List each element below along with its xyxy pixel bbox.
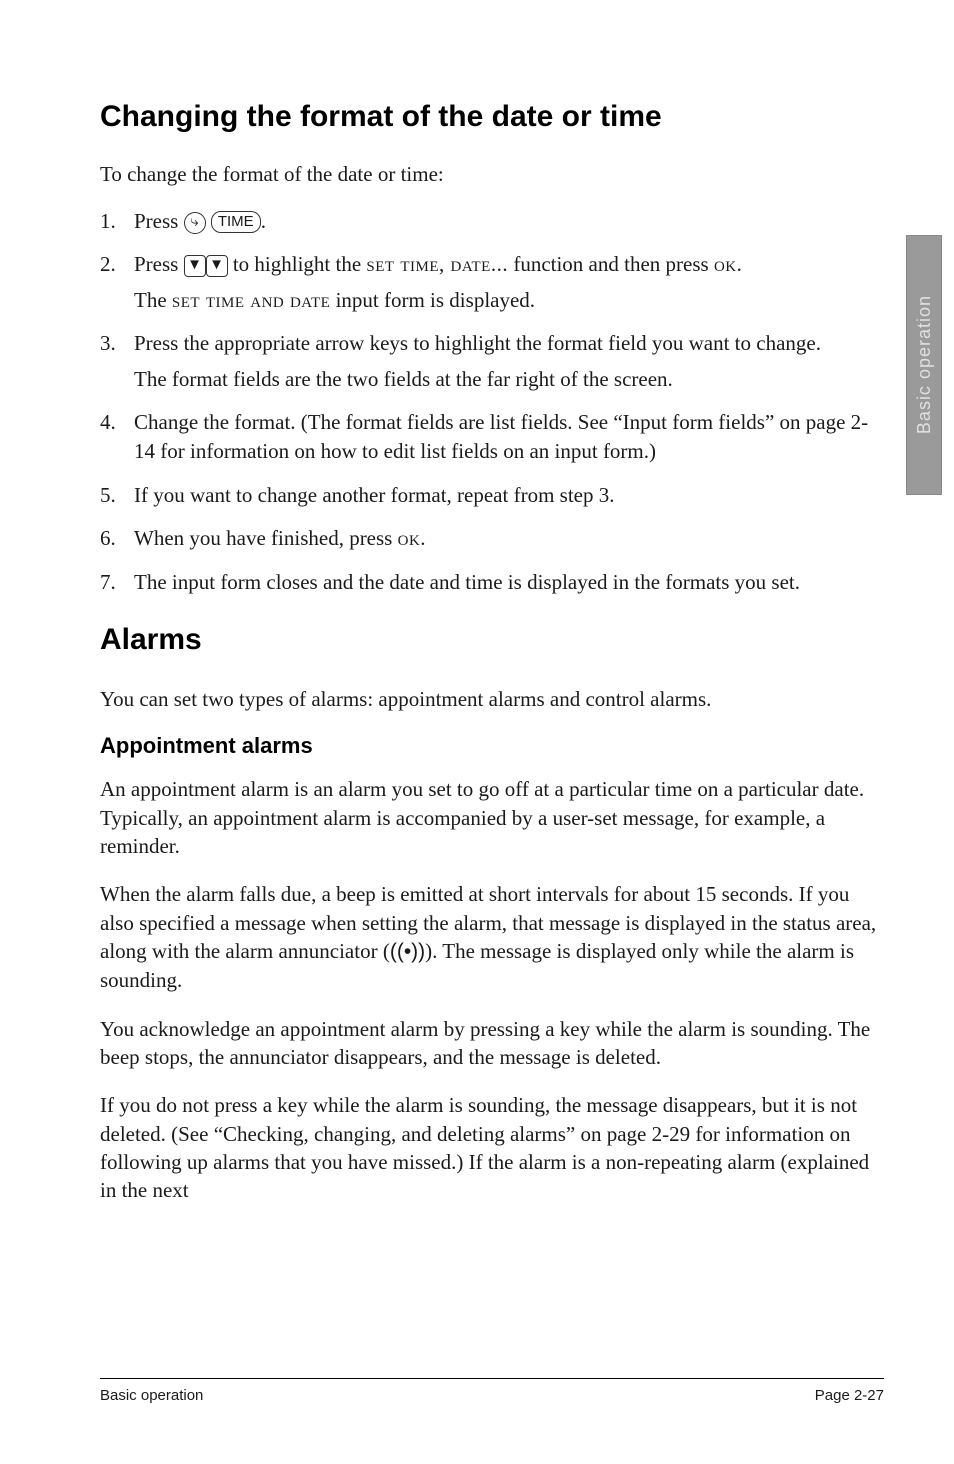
footer-left: Basic operation bbox=[100, 1387, 203, 1404]
step-4-text: Change the format. (The format fields ar… bbox=[134, 410, 868, 463]
step-2-suffix: . bbox=[737, 252, 742, 276]
appt-p1: An appointment alarm is an alarm you set… bbox=[100, 775, 884, 860]
step-4: Change the format. (The format fields ar… bbox=[100, 408, 884, 467]
steps-list: Press ⤷ TIME. Press ▼▼ to highlight the … bbox=[100, 207, 884, 597]
heading-changing-format: Changing the format of the date or time bbox=[100, 100, 884, 134]
step-5-text: If you want to change another format, re… bbox=[134, 483, 615, 507]
appt-p2: When the alarm falls due, a beep is emit… bbox=[100, 880, 884, 994]
step-2-mid1: to highlight the bbox=[228, 252, 367, 276]
page-footer: Basic operation Page 2-27 bbox=[100, 1378, 884, 1404]
step-1: Press ⤷ TIME. bbox=[100, 207, 884, 236]
shift-key-icon: ⤷ bbox=[184, 212, 206, 234]
step-6-suffix: . bbox=[420, 526, 425, 550]
step-2-sub-sc: set time and date bbox=[172, 288, 330, 312]
step-2-sub: The set time and date input form is disp… bbox=[134, 286, 884, 315]
step-2-sub-b: input form is displayed. bbox=[330, 288, 535, 312]
step-3-line1: Press the appropriate arrow keys to high… bbox=[134, 331, 821, 355]
step-1-prefix: Press bbox=[134, 209, 184, 233]
step-3: Press the appropriate arrow keys to high… bbox=[100, 329, 884, 394]
down-arrow-key-icon: ▼ bbox=[184, 255, 206, 277]
footer-right: Page 2-27 bbox=[815, 1387, 884, 1404]
heading-appointment-alarms: Appointment alarms bbox=[100, 733, 884, 759]
intro-text: To change the format of the date or time… bbox=[100, 162, 884, 187]
step-2-mid2: function and then press bbox=[508, 252, 714, 276]
step-2-prefix: Press bbox=[134, 252, 184, 276]
down-arrow-key-icon: ▼ bbox=[206, 255, 228, 277]
step-7-text: The input form closes and the date and t… bbox=[134, 570, 800, 594]
step-7: The input form closes and the date and t… bbox=[100, 568, 884, 597]
step-2: Press ▼▼ to highlight the set time, date… bbox=[100, 250, 884, 315]
step-2-sc1: set time, date... bbox=[366, 252, 508, 276]
step-6: When you have finished, press ok. bbox=[100, 524, 884, 553]
page-content: Changing the format of the date or time … bbox=[0, 0, 954, 1464]
annunciator-icon: ((•)) bbox=[390, 940, 425, 963]
heading-alarms: Alarms bbox=[100, 623, 884, 657]
step-2-sub-a: The bbox=[134, 288, 172, 312]
step-5: If you want to change another format, re… bbox=[100, 481, 884, 510]
step-2-sc2: ok bbox=[714, 252, 737, 276]
appt-p3: You acknowledge an appointment alarm by … bbox=[100, 1015, 884, 1072]
time-key-icon: TIME bbox=[211, 211, 261, 233]
step-6-prefix: When you have finished, press bbox=[134, 526, 398, 550]
step-1-suffix: . bbox=[261, 209, 266, 233]
appt-p4: If you do not press a key while the alar… bbox=[100, 1091, 884, 1204]
alarms-intro: You can set two types of alarms: appoint… bbox=[100, 685, 884, 713]
step-6-sc: ok bbox=[398, 526, 421, 550]
step-3-line2: The format fields are the two fields at … bbox=[134, 365, 884, 394]
